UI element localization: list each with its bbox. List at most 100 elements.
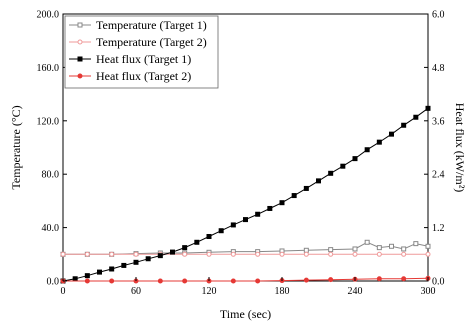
data-point — [218, 228, 224, 234]
legend-label: Temperature (Target 1) — [96, 18, 207, 32]
data-point — [413, 114, 419, 120]
legend-item: Heat flux (Target 2) — [69, 69, 191, 83]
legend-items: Temperature (Target 1) Temperature (Targe… — [69, 18, 207, 83]
y-right-tick-label: 2.4 — [432, 170, 445, 181]
data-point — [255, 251, 261, 257]
data-point — [303, 185, 309, 191]
data-point — [109, 251, 115, 257]
x-tick-label: 240 — [348, 286, 363, 297]
legend-item: Heat flux (Target 1) — [69, 52, 191, 66]
x-tick-label: 120 — [202, 286, 217, 297]
data-point — [376, 251, 382, 257]
data-point — [389, 131, 394, 137]
data-point — [425, 251, 431, 257]
data-point — [170, 249, 175, 255]
data-point — [389, 243, 394, 249]
data-point — [352, 251, 358, 257]
y-left-tick-label: 120.0 — [37, 116, 60, 127]
legend-swatch-marker — [77, 56, 83, 62]
data-point — [60, 251, 66, 257]
data-point — [255, 211, 261, 217]
data-point — [279, 200, 285, 206]
data-point — [364, 147, 370, 153]
legend-swatch-marker — [77, 39, 83, 45]
series-line — [62, 107, 429, 282]
data-point — [328, 251, 334, 257]
data-point — [182, 245, 188, 251]
data-point — [157, 253, 163, 259]
data-point — [376, 139, 382, 145]
data-point — [84, 251, 90, 257]
data-point — [133, 251, 139, 257]
series-4 — [60, 275, 431, 284]
data-point — [413, 241, 419, 247]
legend-item: Temperature (Target 2) — [69, 35, 207, 49]
data-point — [376, 245, 382, 251]
y-right-tick-label: 3.6 — [432, 116, 445, 127]
y-right-tick-label: 6.0 — [432, 10, 445, 21]
legend-label: Temperature (Target 2) — [96, 35, 207, 49]
series-3 — [60, 105, 431, 284]
data-point — [340, 163, 346, 169]
data-point — [255, 278, 261, 284]
data-point — [145, 256, 151, 262]
legend-label: Heat flux (Target 1) — [96, 52, 191, 66]
data-point — [291, 193, 297, 199]
x-tick-label: 0 — [61, 286, 66, 297]
series-layer — [60, 105, 431, 284]
series-line — [63, 277, 429, 282]
data-point — [206, 234, 212, 239]
x-tick-label: 300 — [421, 286, 436, 297]
y-right-tick-label: 4.8 — [432, 63, 445, 74]
data-point — [303, 251, 309, 257]
data-point — [133, 259, 139, 265]
data-point — [352, 156, 358, 162]
data-point — [401, 276, 407, 282]
data-point — [328, 170, 334, 176]
x-tick-label: 60 — [131, 286, 141, 297]
data-point — [401, 122, 407, 128]
y-right-tick-label: 0.0 — [432, 277, 445, 288]
data-point — [328, 277, 334, 283]
legend-swatch-marker — [77, 73, 83, 79]
data-point — [109, 266, 115, 272]
data-point — [303, 277, 309, 283]
data-point — [230, 222, 236, 228]
data-point — [279, 251, 285, 257]
y-left-tick-label: 80.0 — [42, 170, 60, 181]
legend-swatch-marker — [77, 22, 83, 28]
data-point — [121, 262, 127, 268]
y-axis-right-label: Heat flux (kW/m²) — [453, 103, 467, 193]
y-right-tick-label: 1.2 — [432, 223, 445, 234]
x-tick-label: 180 — [275, 286, 290, 297]
data-point — [157, 278, 163, 284]
data-point — [182, 278, 188, 284]
data-point — [230, 251, 236, 257]
data-point — [376, 276, 382, 282]
y-left-tick-label: 40.0 — [42, 223, 60, 234]
data-point — [328, 247, 334, 253]
y-left-tick-label: 200.0 — [37, 10, 60, 21]
data-point — [84, 278, 90, 284]
x-axis-label: Time (sec) — [220, 307, 271, 321]
data-point — [425, 243, 431, 249]
y-axis-left-label: Temperature (°C) — [9, 105, 23, 189]
data-point — [109, 278, 115, 284]
ticks-layer: 0 60 120 180 240 3000.040.080.0120.0160.0200.… — [37, 10, 445, 298]
y-left-tick-label: 160.0 — [37, 63, 60, 74]
legend-label: Heat flux (Target 2) — [96, 69, 191, 83]
data-point — [206, 251, 212, 257]
data-point — [230, 278, 236, 284]
data-point — [84, 273, 90, 279]
y-left-tick-label: 0.0 — [47, 277, 60, 288]
legend-item: Temperature (Target 1) — [69, 18, 207, 32]
data-point — [303, 247, 309, 253]
data-point — [352, 246, 358, 252]
series-line — [63, 241, 429, 255]
series-2 — [60, 251, 431, 257]
data-point — [316, 178, 321, 184]
legend: Temperature (Target 1) Temperature (Targe… — [64, 15, 219, 89]
data-point — [243, 217, 248, 223]
data-point — [97, 269, 102, 275]
